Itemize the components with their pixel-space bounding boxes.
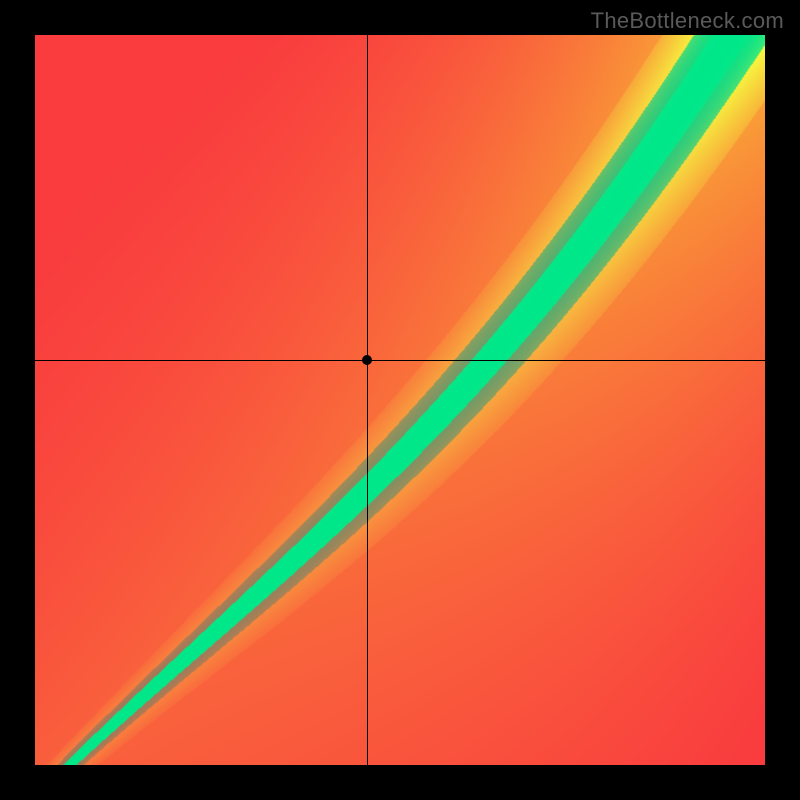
heatmap-plot [35, 35, 765, 765]
watermark-text: TheBottleneck.com [591, 8, 784, 34]
crosshair-marker [362, 355, 372, 365]
crosshair-vertical [367, 35, 368, 765]
heatmap-canvas [35, 35, 765, 765]
crosshair-horizontal [35, 360, 765, 361]
